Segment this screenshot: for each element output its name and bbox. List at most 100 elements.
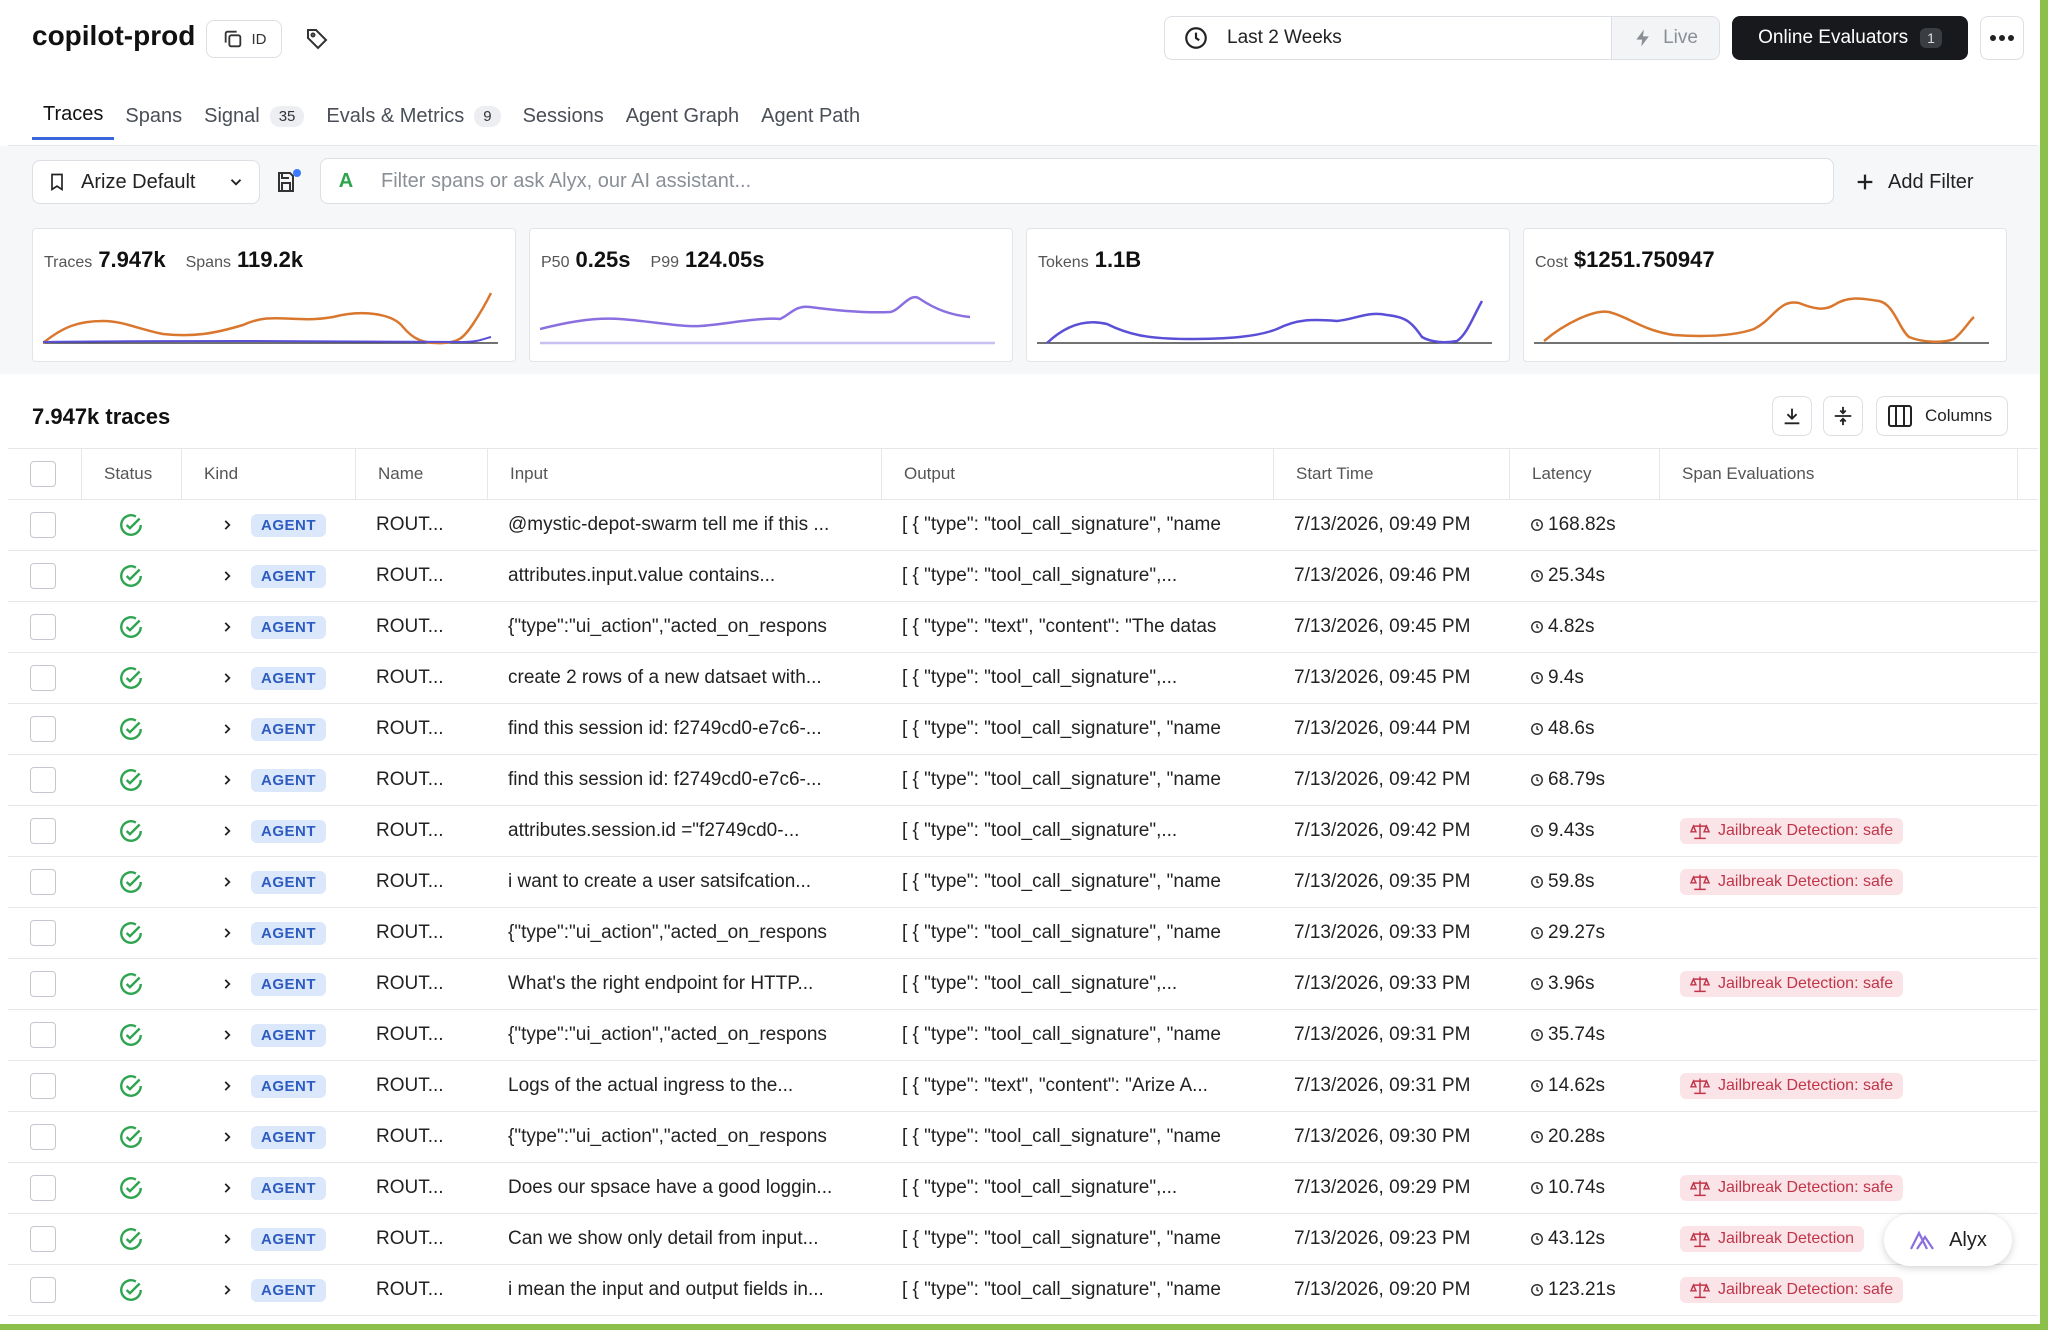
output-cell[interactable]: [ { "type": "tool_call_signature",...: [902, 973, 1178, 994]
output-cell[interactable]: [ { "type": "tool_call_signature", "name: [902, 871, 1221, 892]
expand-row-chevron-icon[interactable]: [220, 1214, 240, 1264]
output-cell[interactable]: [ { "type": "tool_call_signature",...: [902, 667, 1178, 688]
live-toggle[interactable]: Live: [1611, 17, 1719, 59]
latency-card[interactable]: P50 0.25s P99 124.05s: [529, 228, 1013, 362]
name-cell[interactable]: ROUT...: [376, 769, 444, 790]
name-cell[interactable]: ROUT...: [376, 1228, 444, 1249]
input-cell[interactable]: find this session id: f2749cd0-e7c6-...: [508, 718, 822, 739]
output-cell[interactable]: [ { "type": "tool_call_signature",...: [902, 1177, 1178, 1198]
row-checkbox[interactable]: [30, 716, 56, 742]
header-input[interactable]: Input: [488, 449, 882, 499]
table-row[interactable]: AGENT ROUT... Can we show only detail from…: [8, 1214, 2038, 1265]
name-cell[interactable]: ROUT...: [376, 871, 444, 892]
output-cell[interactable]: [ { "type": "tool_call_signature", "name: [902, 514, 1221, 535]
expand-row-chevron-icon[interactable]: [220, 500, 240, 550]
tab-sessions[interactable]: Sessions: [512, 92, 615, 140]
expand-row-chevron-icon[interactable]: [220, 653, 240, 703]
header-kind[interactable]: Kind: [182, 449, 356, 499]
name-cell[interactable]: ROUT...: [376, 1177, 444, 1198]
alyx-assistant-button[interactable]: Alyx: [1884, 1214, 2012, 1266]
input-cell[interactable]: What's the right endpoint for HTTP...: [508, 973, 814, 994]
tab-spans[interactable]: Spans: [114, 92, 193, 140]
expand-row-chevron-icon[interactable]: [220, 857, 240, 907]
expand-row-chevron-icon[interactable]: [220, 704, 240, 754]
tab-agent-path[interactable]: Agent Path: [750, 92, 871, 140]
expand-row-chevron-icon[interactable]: [220, 959, 240, 1009]
row-checkbox[interactable]: [30, 1226, 56, 1252]
copy-id-button[interactable]: ID: [206, 20, 282, 58]
row-checkbox[interactable]: [30, 1022, 56, 1048]
header-start-time[interactable]: Start Time: [1274, 449, 1510, 499]
input-cell[interactable]: attributes.session.id ="f2749cd0-...: [508, 820, 800, 841]
output-cell[interactable]: [ { "type": "tool_call_signature", "name: [902, 718, 1221, 739]
table-row[interactable]: AGENT ROUT... @mystic-depot-swarm tell me …: [8, 500, 2038, 551]
row-checkbox[interactable]: [30, 971, 56, 997]
name-cell[interactable]: ROUT...: [376, 718, 444, 739]
expand-row-chevron-icon[interactable]: [220, 806, 240, 856]
tag-button[interactable]: [298, 20, 336, 58]
table-row[interactable]: AGENT ROUT... What's the right endpoint fo…: [8, 959, 2038, 1010]
more-options-button[interactable]: [1980, 16, 2024, 60]
row-checkbox[interactable]: [30, 920, 56, 946]
header-span-evaluations[interactable]: Span Evaluations: [1660, 449, 2018, 499]
table-row[interactable]: AGENT ROUT... {"type":"ui_action","acted_o…: [8, 1112, 2038, 1163]
row-checkbox[interactable]: [30, 1124, 56, 1150]
tokens-card[interactable]: Tokens 1.1B: [1026, 228, 1510, 362]
output-cell[interactable]: [ { "type": "tool_call_signature", "name: [902, 922, 1221, 943]
select-all-checkbox[interactable]: [30, 461, 56, 487]
output-cell[interactable]: [ { "type": "tool_call_signature", "name: [902, 1279, 1221, 1300]
saved-view-select[interactable]: Arize Default: [32, 160, 260, 204]
eval-badge[interactable]: Jailbreak Detection: safe: [1680, 1175, 1904, 1201]
time-range-picker[interactable]: Last 2 Weeks Live: [1164, 16, 1720, 60]
expand-row-chevron-icon[interactable]: [220, 1265, 240, 1315]
row-checkbox[interactable]: [30, 1175, 56, 1201]
input-cell[interactable]: Can we show only detail from input...: [508, 1228, 819, 1249]
output-cell[interactable]: [ { "type": "tool_call_signature",...: [902, 565, 1178, 586]
row-checkbox[interactable]: [30, 563, 56, 589]
table-row[interactable]: AGENT ROUT... Logs of the actual ingress t…: [8, 1061, 2038, 1112]
save-view-button[interactable]: [264, 160, 308, 204]
table-row[interactable]: AGENT ROUT... create 2 rows of a new datsa…: [8, 653, 2038, 704]
table-row[interactable]: AGENT ROUT... attributes.input.value conta…: [8, 551, 2038, 602]
expand-row-chevron-icon[interactable]: [220, 908, 240, 958]
table-row[interactable]: AGENT ROUT... attributes.session.id ="f274…: [8, 806, 2038, 857]
cost-card[interactable]: Cost $1251.750947: [1523, 228, 2007, 362]
input-cell[interactable]: create 2 rows of a new datsaet with...: [508, 667, 822, 688]
output-cell[interactable]: [ { "type": "text", "content": "Arize A.…: [902, 1075, 1208, 1096]
input-cell[interactable]: find this session id: f2749cd0-e7c6-...: [508, 769, 822, 790]
table-row[interactable]: AGENT ROUT... {"type":"ui_action","acted_o…: [8, 602, 2038, 653]
header-name[interactable]: Name: [356, 449, 488, 499]
input-cell[interactable]: Does our spsace have a good loggin...: [508, 1177, 833, 1198]
name-cell[interactable]: ROUT...: [376, 1024, 444, 1045]
eval-badge[interactable]: Jailbreak Detection: [1680, 1226, 1865, 1252]
row-checkbox[interactable]: [30, 512, 56, 538]
eval-badge[interactable]: Jailbreak Detection: safe: [1680, 1073, 1904, 1099]
table-row[interactable]: AGENT ROUT... {"type":"ui_action","acted_o…: [8, 908, 2038, 959]
tab-traces[interactable]: Traces: [32, 92, 115, 140]
input-cell[interactable]: {"type":"ui_action","acted_on_respons: [508, 922, 827, 943]
name-cell[interactable]: ROUT...: [376, 820, 444, 841]
header-output[interactable]: Output: [882, 449, 1274, 499]
name-cell[interactable]: ROUT...: [376, 667, 444, 688]
row-checkbox[interactable]: [30, 1073, 56, 1099]
eval-badge[interactable]: Jailbreak Detection: safe: [1680, 818, 1904, 844]
name-cell[interactable]: ROUT...: [376, 616, 444, 637]
output-cell[interactable]: [ { "type": "tool_call_signature",...: [902, 820, 1178, 841]
add-filter-button[interactable]: Add Filter: [1854, 160, 2004, 204]
header-latency[interactable]: Latency: [1510, 449, 1660, 499]
expand-row-chevron-icon[interactable]: [220, 551, 240, 601]
name-cell[interactable]: ROUT...: [376, 1279, 444, 1300]
name-cell[interactable]: ROUT...: [376, 1126, 444, 1147]
row-checkbox[interactable]: [30, 767, 56, 793]
tab-evals-metrics[interactable]: Evals & Metrics 9: [315, 92, 511, 140]
output-cell[interactable]: [ { "type": "tool_call_signature", "name: [902, 1228, 1221, 1249]
name-cell[interactable]: ROUT...: [376, 1075, 444, 1096]
table-row[interactable]: AGENT ROUT... i want to create a user sats…: [8, 857, 2038, 908]
input-cell[interactable]: i mean the input and output fields in...: [508, 1279, 824, 1300]
output-cell[interactable]: [ { "type": "tool_call_signature", "name: [902, 1024, 1221, 1045]
row-checkbox[interactable]: [30, 818, 56, 844]
output-cell[interactable]: [ { "type": "text", "content": "The data…: [902, 616, 1217, 637]
row-checkbox[interactable]: [30, 665, 56, 691]
row-density-button[interactable]: [1823, 396, 1863, 436]
input-cell[interactable]: Logs of the actual ingress to the...: [508, 1075, 794, 1096]
